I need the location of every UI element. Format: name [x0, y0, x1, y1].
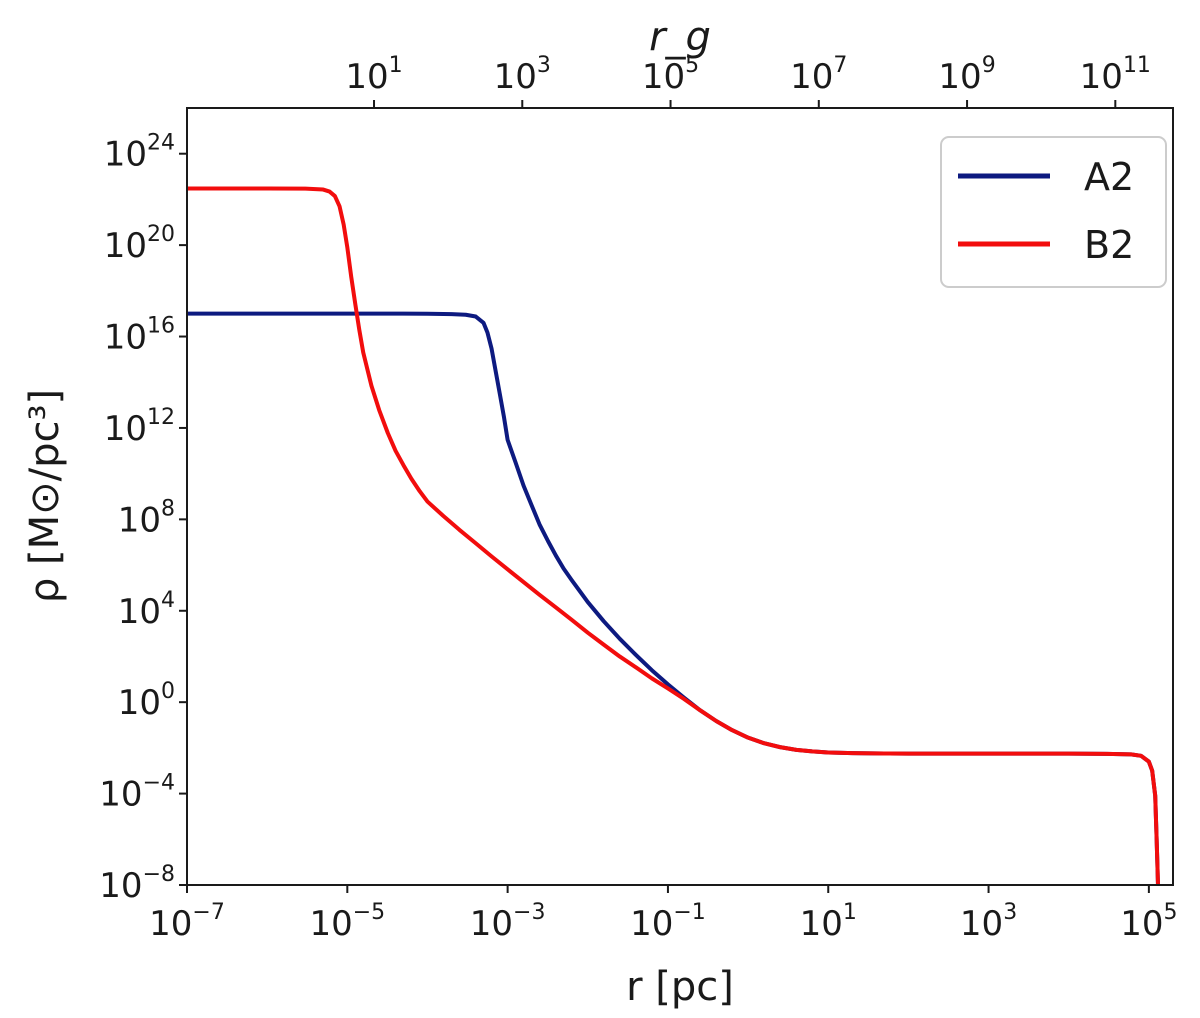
series-line-a2	[187, 311, 1160, 885]
top-tick-label: 103	[494, 53, 551, 97]
y-tick-label: 104	[118, 588, 175, 632]
top-x-axis-label: r_g	[649, 14, 711, 60]
x-tick-label: 105	[1120, 900, 1177, 944]
plot-area-frame	[186, 107, 1174, 886]
x-tick-label: 10−3	[470, 900, 546, 944]
y-tick-label: 1016	[104, 314, 175, 358]
series-line-b2	[187, 186, 1160, 885]
y-tick-label: 100	[118, 679, 175, 723]
x-tick-label: 101	[800, 900, 857, 944]
legend: A2 B2	[940, 136, 1167, 288]
y-tick-label: 1020	[104, 222, 175, 266]
x-tick-label: 10−5	[309, 900, 385, 944]
y-tick-label: 108	[118, 496, 175, 540]
legend-label-a2: A2	[1084, 155, 1134, 199]
y-axis-label: ρ [M⊙/pc³]	[22, 389, 68, 603]
x-tick-label: 10−1	[630, 900, 706, 944]
top-tick-label: 105	[642, 53, 699, 97]
top-tick-label: 1011	[1080, 53, 1151, 97]
top-tick-label: 109	[938, 53, 995, 97]
x-tick-label: 103	[960, 900, 1017, 944]
legend-label-b2: B2	[1084, 223, 1134, 267]
y-tick-label: 1012	[104, 405, 175, 449]
top-tick-label: 101	[345, 53, 402, 97]
ticks-layer: 10−7 10−5 10−3 10−1 101 103 105 101 103 105 107 109…	[99, 53, 1177, 944]
y-tick-label: 1024	[104, 131, 175, 175]
y-tick-label: 10−4	[99, 771, 175, 815]
y-tick-label: 10−8	[99, 862, 175, 906]
x-tick-label: 10−7	[149, 900, 225, 944]
x-axis-label: r [pc]	[626, 964, 734, 1010]
top-tick-label: 107	[790, 53, 847, 97]
series-layer	[187, 186, 1160, 885]
